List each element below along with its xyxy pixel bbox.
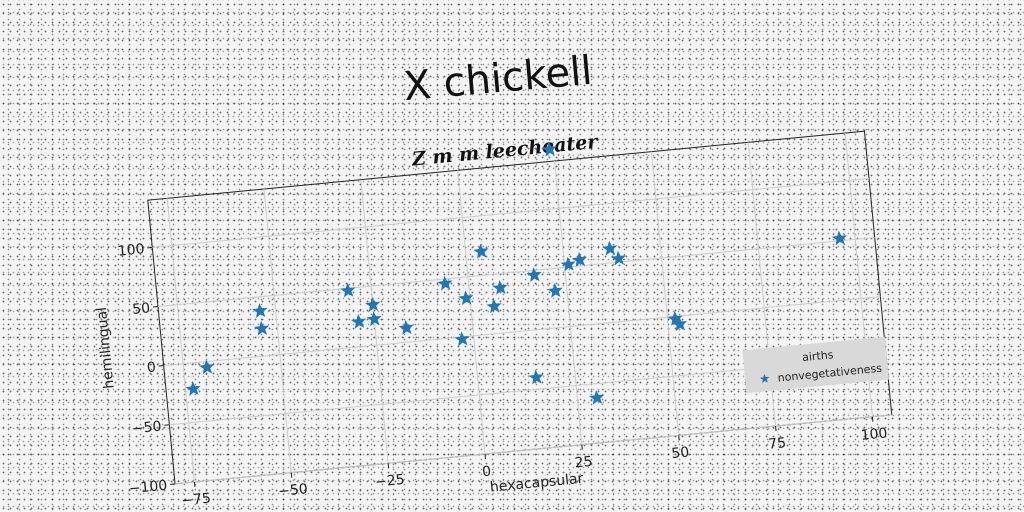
legend-title: airths bbox=[802, 348, 835, 364]
data-point-star bbox=[541, 141, 557, 157]
x-grid-line bbox=[554, 160, 583, 445]
data-point-star bbox=[589, 389, 605, 405]
data-point-star bbox=[253, 320, 270, 336]
y-tick-label: −100 bbox=[128, 478, 168, 498]
data-point-star bbox=[185, 381, 201, 396]
legend: airths nonvegetativeness bbox=[742, 336, 889, 394]
x-tick-label: −25 bbox=[374, 472, 405, 491]
plot-area: Z m m leecheater −75 −50 −25 0 25 50 75 100 −10… bbox=[94, 130, 893, 510]
data-point-star bbox=[560, 256, 576, 272]
data-point-star bbox=[454, 331, 470, 347]
chart-subtitle: Z m m leecheater bbox=[410, 131, 600, 171]
x-tick-label: 50 bbox=[671, 444, 690, 462]
x-tick-label: 75 bbox=[768, 435, 787, 453]
data-point-star bbox=[351, 313, 367, 329]
legend-box bbox=[742, 336, 889, 394]
data-point-star bbox=[528, 369, 544, 385]
y-tick-label: 50 bbox=[132, 300, 151, 318]
y-tick-label: 100 bbox=[117, 241, 145, 259]
y-tick-label: 0 bbox=[146, 359, 156, 376]
data-point-star bbox=[473, 243, 489, 259]
x-tick-label: 100 bbox=[860, 425, 888, 443]
x-axis-label: hexacapsular bbox=[489, 471, 584, 496]
data-points bbox=[185, 141, 847, 405]
y-axis-ticks: −100 −50 0 50 100 bbox=[117, 241, 176, 498]
x-tick-label: −75 bbox=[181, 491, 212, 510]
data-point-star bbox=[398, 320, 414, 335]
y-tick-label: −50 bbox=[131, 419, 162, 438]
x-tick-label: −50 bbox=[278, 481, 309, 500]
y-grid-line bbox=[157, 237, 875, 308]
x-tick-label: 25 bbox=[574, 454, 593, 472]
data-point-star bbox=[492, 279, 508, 295]
y-grid-line bbox=[152, 177, 870, 248]
data-point-star bbox=[365, 296, 381, 312]
x-grid-line bbox=[263, 188, 292, 473]
data-point-star bbox=[602, 240, 618, 256]
data-point-star bbox=[671, 316, 688, 332]
data-point-star bbox=[366, 311, 382, 327]
y-grid-line bbox=[163, 296, 881, 367]
data-point-star bbox=[526, 267, 542, 282]
data-point-star bbox=[340, 282, 356, 298]
data-point-star bbox=[571, 252, 588, 267]
data-point-star bbox=[437, 275, 453, 291]
data-point-star bbox=[547, 283, 563, 298]
x-grid-line bbox=[650, 151, 680, 436]
y-axis-label: hemilingual bbox=[94, 306, 118, 389]
data-point-star bbox=[610, 250, 626, 266]
x-tick-label: 0 bbox=[482, 464, 492, 481]
chart-title: X chickell bbox=[402, 48, 594, 110]
x-grid-line bbox=[457, 170, 486, 455]
y-grid-line bbox=[175, 414, 892, 485]
data-point-star bbox=[486, 298, 502, 314]
data-point-star bbox=[831, 230, 847, 246]
data-point-star bbox=[458, 290, 474, 306]
data-point-star bbox=[199, 359, 215, 375]
data-point-star bbox=[252, 303, 268, 318]
x-axis-ticks: −75 −50 −25 0 25 50 75 100 bbox=[181, 416, 888, 510]
legend-star-marker bbox=[759, 373, 770, 384]
